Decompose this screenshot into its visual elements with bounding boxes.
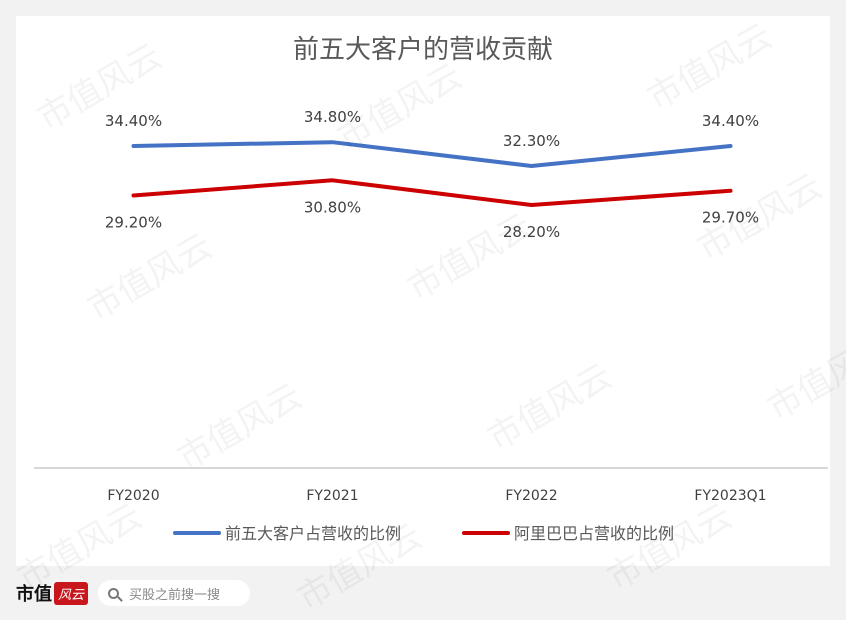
- legend: 前五大客户占营收的比例 阿里巴巴占营收的比例: [173, 524, 674, 543]
- data-label: 32.30%: [503, 132, 560, 150]
- search-placeholder: 买股之前搜一搜: [129, 587, 221, 603]
- legend-label-1: 前五大客户占营收的比例: [225, 524, 401, 543]
- data-label: 29.70%: [702, 209, 759, 227]
- data-label: 28.20%: [503, 223, 560, 241]
- x-tick-label: FY2022: [505, 488, 557, 504]
- x-tick-label: FY2023Q1: [694, 488, 766, 504]
- legend-label-2: 阿里巴巴占营收的比例: [514, 524, 674, 543]
- x-tick-label: FY2020: [107, 488, 159, 504]
- data-label: 30.80%: [304, 198, 361, 216]
- data-label: 29.20%: [105, 213, 162, 231]
- chart-card: [16, 16, 830, 566]
- data-label: 34.40%: [702, 112, 759, 130]
- search-box[interactable]: 买股之前搜一搜: [98, 580, 251, 606]
- series-line-1: [131, 140, 733, 168]
- search-icon: [108, 587, 120, 599]
- series-line-2: [131, 178, 733, 207]
- logo-text: 市值: [16, 584, 52, 605]
- logo-seal: 风云: [54, 581, 89, 605]
- plot-area: FY2020 FY2021 FY2022 FY2023Q1 34.40% 34.80% 32…: [34, 108, 828, 504]
- x-tick-label: FY2021: [306, 488, 358, 504]
- chart: 前五大客户的营收贡献 FY2020 FY2021 FY2022 FY2023Q1 34.…: [34, 35, 828, 543]
- footer: 市值 风云 买股之前搜一搜: [16, 576, 251, 610]
- data-label: 34.40%: [105, 112, 162, 130]
- data-label: 34.80%: [304, 108, 361, 126]
- chart-title: 前五大客户的营收贡献: [293, 35, 553, 65]
